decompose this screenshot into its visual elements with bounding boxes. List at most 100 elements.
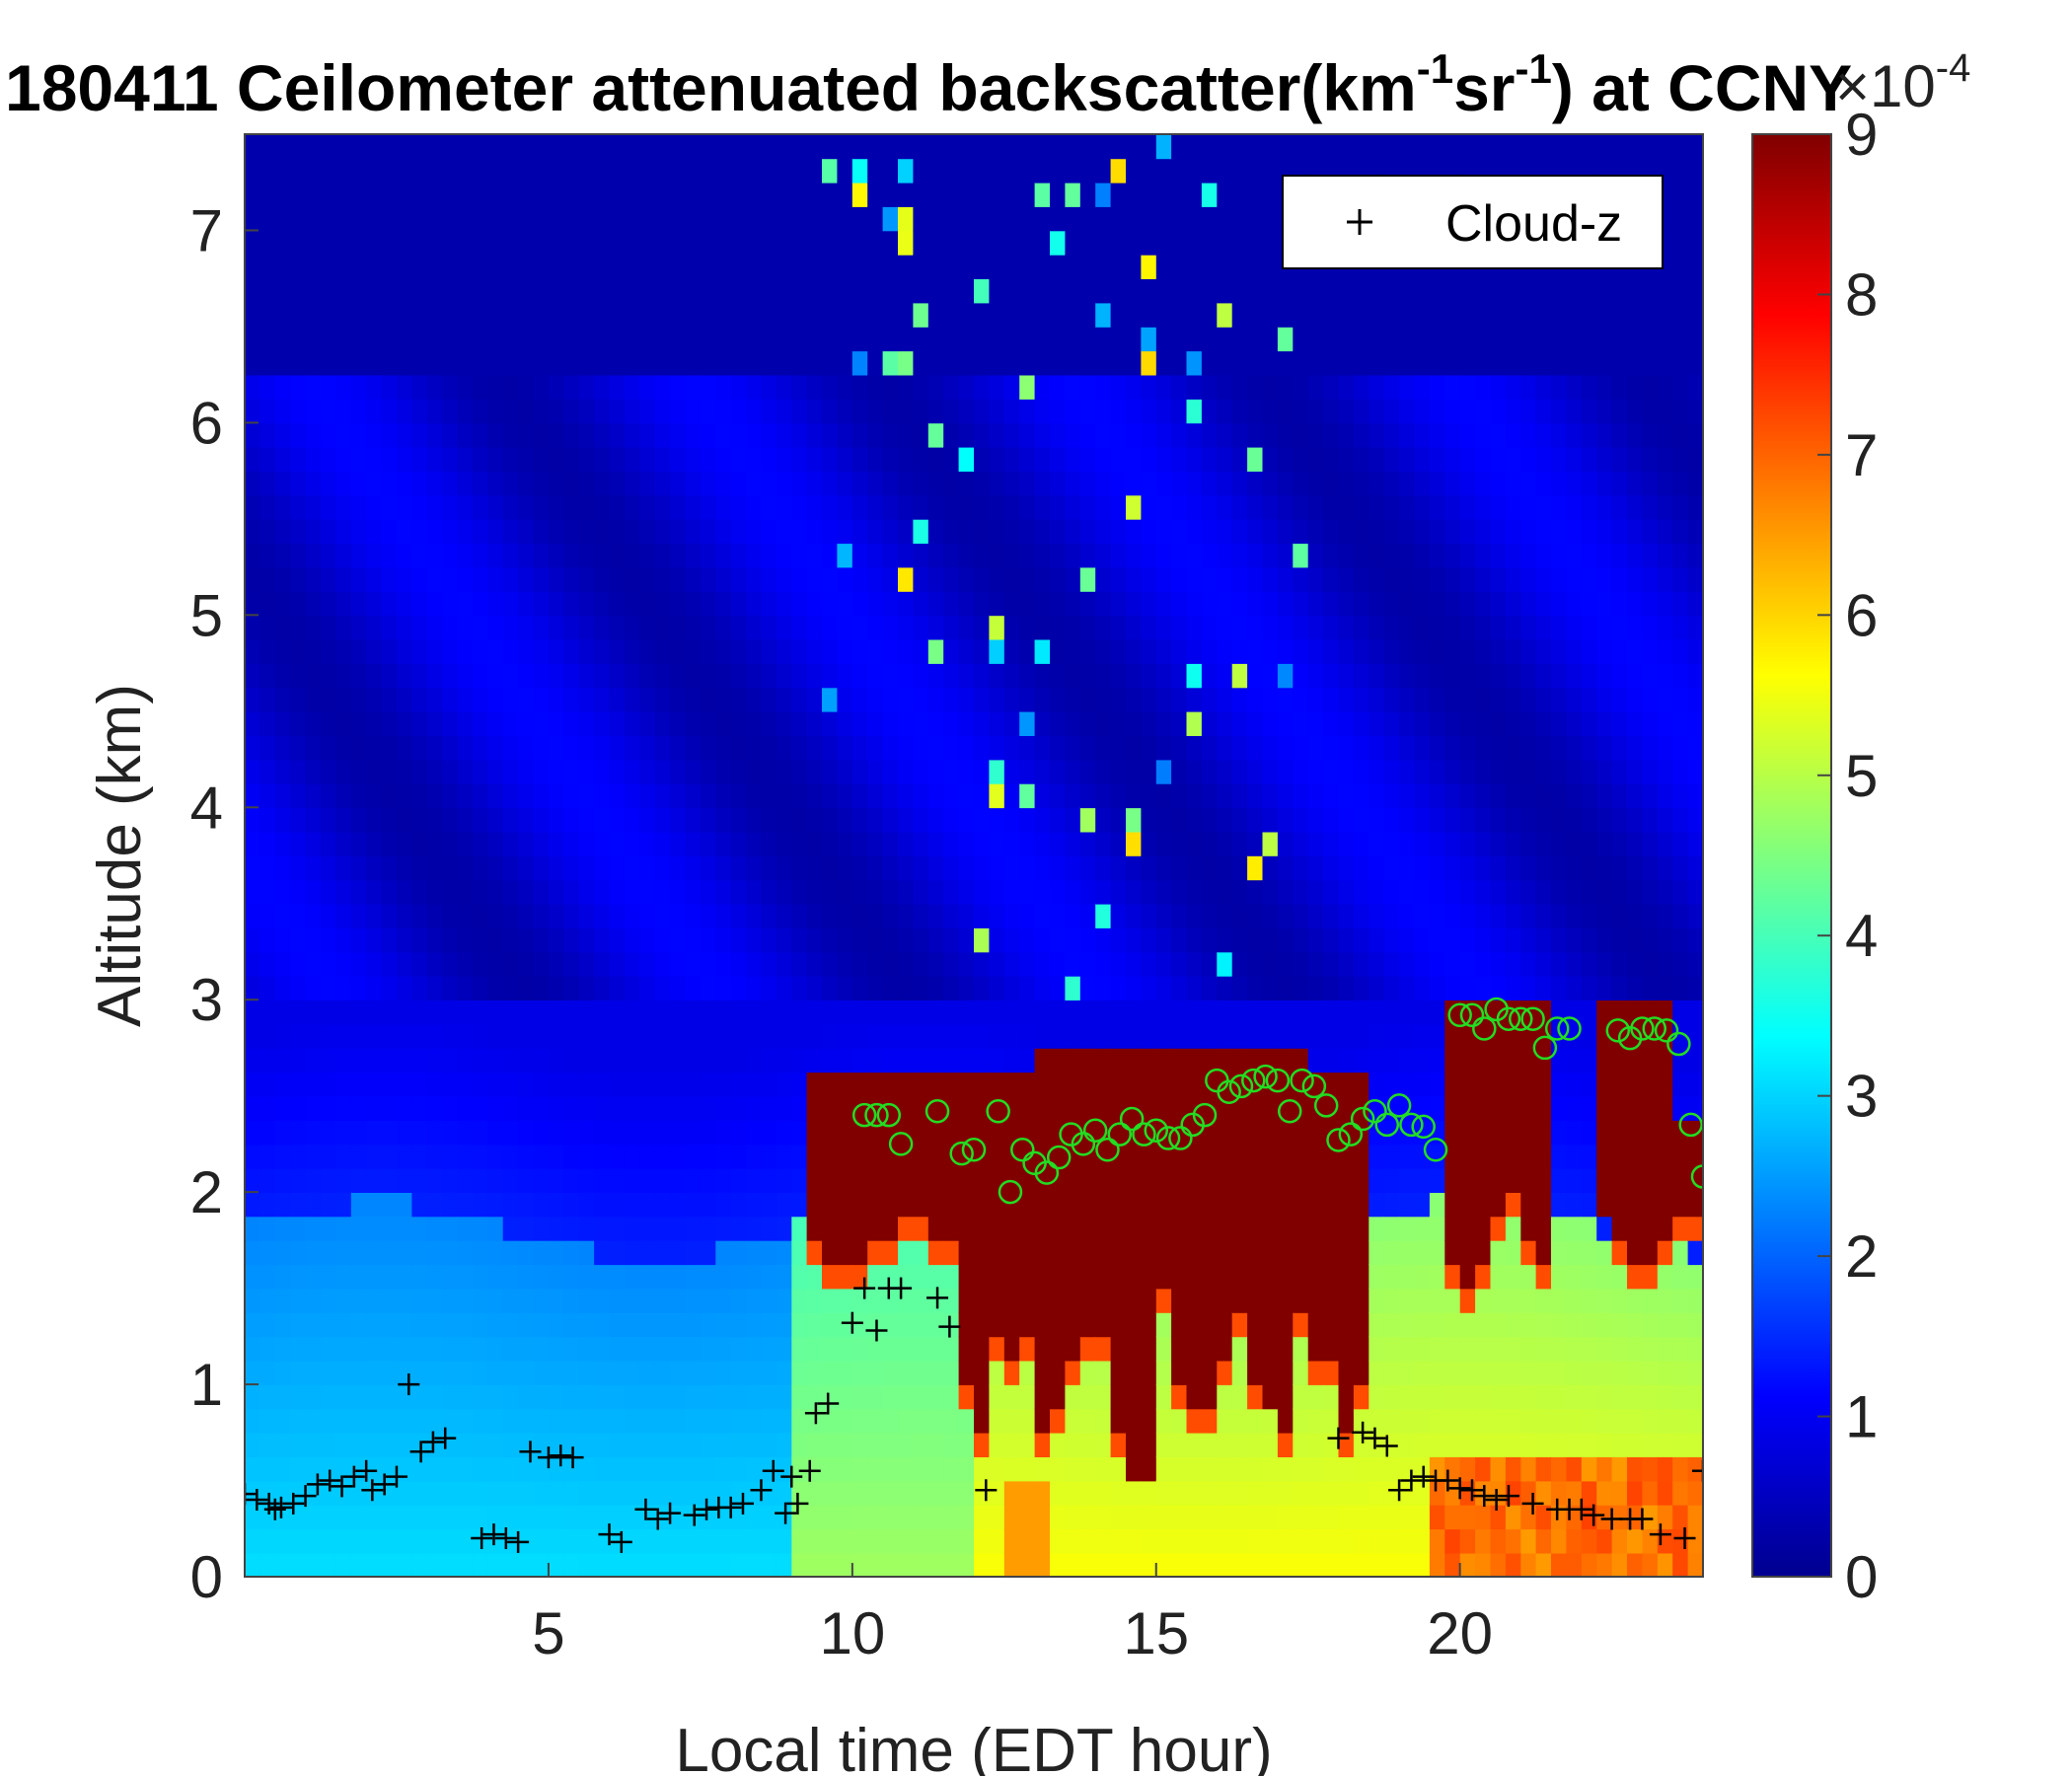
heatmap-cell [943, 1217, 959, 1241]
heatmap-cell [1187, 711, 1203, 736]
heatmap-cell [1065, 976, 1080, 1000]
heatmap-cell [458, 231, 474, 256]
heatmap-cell [245, 519, 260, 544]
heatmap-cell [959, 1481, 975, 1506]
heatmap-cell [397, 1336, 412, 1361]
heatmap-cell [1126, 711, 1142, 736]
heatmap-cell [670, 976, 686, 1000]
heatmap-cell [686, 904, 702, 928]
heatmap-cell [610, 1240, 626, 1265]
heatmap-cell [382, 350, 398, 375]
heatmap-cell [382, 1096, 398, 1121]
heatmap-cell [1004, 999, 1020, 1024]
heatmap-cell [458, 303, 474, 328]
heatmap-cell [411, 278, 427, 303]
heatmap-cell [1126, 519, 1142, 544]
heatmap-cell [411, 303, 427, 328]
heatmap-cell [943, 615, 959, 639]
heatmap-cell [1171, 158, 1187, 183]
heatmap-cell [1004, 1240, 1020, 1265]
heatmap-cell [943, 1361, 959, 1385]
heatmap-cell [610, 543, 626, 567]
heatmap-cell [366, 158, 382, 183]
heatmap-cell [807, 375, 823, 400]
heatmap-cell [1263, 350, 1279, 375]
heatmap-cell [1019, 1384, 1035, 1409]
heatmap-cell [442, 1505, 458, 1529]
heatmap-cell [898, 711, 914, 736]
heatmap-cell [411, 1481, 427, 1506]
heatmap-cell [427, 1192, 443, 1217]
heatmap-cell [791, 375, 807, 400]
heatmap-cell [245, 1361, 260, 1385]
heatmap-cell [959, 807, 975, 832]
heatmap-cell [321, 255, 336, 279]
heatmap-cell [351, 807, 367, 832]
heatmap-cell [1444, 591, 1460, 616]
heatmap-cell [458, 447, 474, 472]
heatmap-cell [1369, 879, 1384, 904]
heatmap-cell [1384, 1361, 1400, 1385]
heatmap-cell [1430, 832, 1445, 856]
heatmap-cell [1019, 1048, 1035, 1073]
heatmap-cell [1308, 1289, 1324, 1313]
heatmap-cell [852, 639, 868, 664]
heatmap-cell [746, 1553, 762, 1578]
heatmap-cell [275, 855, 291, 880]
heatmap-cell [867, 904, 883, 928]
heatmap-cell [1126, 1553, 1142, 1578]
heatmap-cell [1050, 687, 1066, 711]
heatmap-cell [473, 495, 488, 520]
heatmap-cell [1019, 183, 1035, 207]
heatmap-cell [883, 447, 899, 472]
heatmap-cell [625, 134, 640, 159]
heatmap-cell [1339, 591, 1355, 616]
heatmap-cell [1232, 879, 1248, 904]
heatmap-cell [837, 158, 852, 183]
heatmap-cell [594, 375, 610, 400]
heatmap-cell [822, 735, 838, 760]
heatmap-cell [959, 1553, 975, 1578]
heatmap-cell [397, 1168, 412, 1193]
heatmap-cell [610, 1096, 626, 1121]
heatmap-cell [594, 783, 610, 808]
heatmap-cell [701, 1481, 716, 1506]
heatmap-cell [1263, 687, 1279, 711]
heatmap-cell [762, 1481, 777, 1506]
heatmap-cell [928, 1264, 944, 1289]
heatmap-cell [1278, 879, 1294, 904]
heatmap-cell [473, 687, 488, 711]
heatmap-cell [807, 543, 823, 567]
heatmap-cell [335, 591, 351, 616]
heatmap-cell [731, 904, 747, 928]
heatmap-cell [762, 1264, 777, 1289]
heatmap-cell [321, 350, 336, 375]
heatmap-cell [1050, 206, 1066, 231]
heatmap-cell [1065, 1408, 1080, 1433]
heatmap-cell [245, 1505, 260, 1529]
heatmap-cell [487, 350, 503, 375]
heatmap-cell [1111, 1336, 1127, 1361]
heatmap-cell [1050, 783, 1066, 808]
heatmap-cell [1080, 927, 1096, 952]
heatmap-cell [974, 1505, 990, 1529]
heatmap-cell [290, 1528, 306, 1553]
heatmap-cell [1065, 519, 1080, 544]
heatmap-cell [989, 495, 1004, 520]
heatmap-cell [1065, 1312, 1080, 1337]
heatmap-cell [427, 1024, 443, 1049]
heatmap-cell [351, 1505, 367, 1529]
heatmap-cell [411, 927, 427, 952]
heatmap-cell [1369, 567, 1384, 592]
heatmap-cell [1491, 327, 1507, 351]
heatmap-cell [427, 735, 443, 760]
heatmap-cell [1475, 519, 1491, 544]
heatmap-cell [1126, 735, 1142, 760]
heatmap-cell [762, 495, 777, 520]
heatmap-cell [518, 134, 534, 159]
heatmap-cell [579, 231, 595, 256]
heatmap-cell [1187, 567, 1203, 592]
heatmap-cell [959, 1168, 975, 1193]
heatmap-cell [1080, 1336, 1096, 1361]
heatmap-cell [1217, 1408, 1232, 1433]
